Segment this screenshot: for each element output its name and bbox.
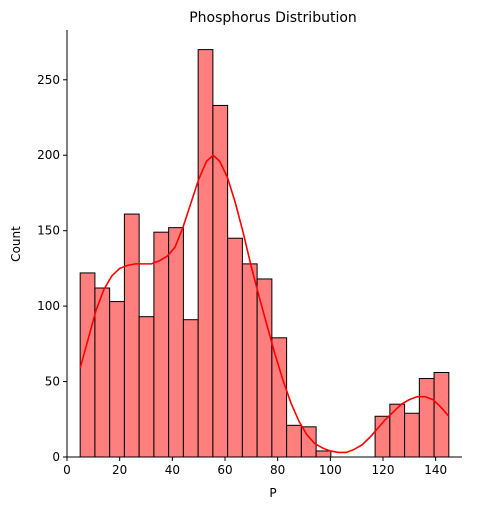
histogram-bar [182, 319, 199, 458]
histogram-bar [212, 104, 229, 458]
y-tick-label: 150 [37, 224, 60, 238]
histogram-bar [197, 49, 214, 458]
histogram-bar [153, 231, 170, 458]
histogram-bar [138, 316, 155, 458]
x-tick-label: 0 [63, 463, 71, 477]
histogram-bar [168, 227, 184, 458]
histogram-bar [94, 287, 111, 458]
histogram-bar [109, 301, 125, 458]
x-tick-label: 80 [270, 463, 285, 477]
y-tick-label: 250 [37, 73, 60, 87]
x-tick-label: 60 [217, 463, 232, 477]
chart-title: Phosphorus Distribution [189, 10, 357, 26]
y-axis-label: Count [9, 226, 23, 262]
bars-layer [79, 49, 450, 458]
histogram-bar [315, 450, 332, 458]
y-tick-label: 100 [37, 299, 60, 313]
x-tick-label: 140 [424, 463, 447, 477]
histogram-bar [123, 213, 140, 458]
x-tick-label: 100 [319, 463, 342, 477]
x-tick-label: 40 [165, 463, 180, 477]
histogram-bar [241, 263, 258, 458]
histogram-bar [227, 237, 243, 458]
axes-layer: 0 20 40 60 80 100 120 140 0 50 100 150 200 250 [37, 30, 462, 477]
y-tick-label: 0 [52, 450, 60, 464]
histogram-bar [271, 337, 288, 458]
kde-layer [79, 154, 450, 454]
x-tick-label: 20 [112, 463, 127, 477]
histogram-bar [418, 378, 435, 458]
kde-curve [79, 154, 450, 454]
histogram-bar [256, 278, 273, 458]
histogram-bar [286, 424, 302, 458]
histogram-bar [79, 272, 96, 458]
histogram-bar [404, 412, 420, 458]
x-tick-label: 120 [372, 463, 395, 477]
y-tick-label: 200 [37, 148, 60, 162]
y-tick-label: 50 [45, 375, 60, 389]
x-axis-label: P [269, 486, 276, 500]
